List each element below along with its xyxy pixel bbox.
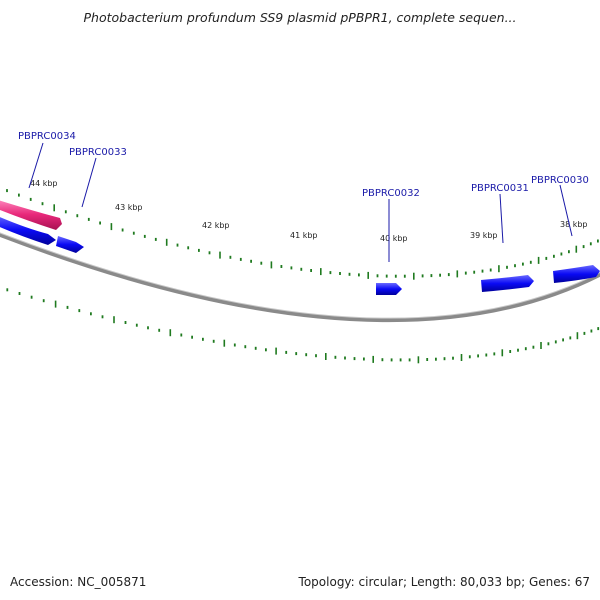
accession-text: Accession: NC_005871 (10, 575, 147, 589)
leader-line-PBPRC0031 (499, 193, 504, 244)
gene-arrow-PBPRC0033a[interactable] (0, 215, 56, 245)
gene-label-PBPRC0034[interactable]: PBPRC0034 (18, 131, 76, 142)
gene-arrow-PBPRC0034[interactable] (0, 199, 62, 230)
gene-label-PBPRC0032[interactable]: PBPRC0032 (362, 188, 420, 199)
scale-label-41kbp: 41 kbp (290, 231, 318, 240)
gene-PBPRC0034[interactable] (0, 199, 62, 230)
gene-label-PBPRC0031[interactable]: PBPRC0031 (471, 183, 529, 194)
scale-label-42kbp: 42 kbp (202, 221, 230, 230)
gene-label-PBPRC0030[interactable]: PBPRC0030 (531, 175, 589, 186)
inner-tick-ring (6, 189, 599, 280)
scale-label-43kbp: 43 kbp (115, 203, 143, 212)
backbone-arc (0, 232, 600, 323)
leader-line-PBPRC0030 (559, 184, 573, 237)
scale-label-38kbp: 38 kbp (560, 220, 588, 229)
gene-PBPRC0033[interactable] (56, 236, 84, 253)
gene-PBPRC0030[interactable] (553, 265, 600, 283)
scale-label-44kbp: 44 kbp (30, 179, 58, 188)
leader-line-PBPRC0033 (81, 157, 97, 208)
gene-arrow-PBPRC0033[interactable] (56, 236, 84, 253)
gene-label-PBPRC0033[interactable]: PBPRC0033 (69, 147, 127, 158)
gene-arrow-PBPRC0031[interactable] (481, 275, 534, 292)
gene-arrow-PBPRC0032[interactable] (376, 283, 402, 295)
gene-arrow-PBPRC0030[interactable] (553, 265, 600, 283)
backbone-arc-highlight (0, 232, 600, 319)
scale-label-39kbp: 39 kbp (470, 231, 498, 240)
topology-summary: Topology: circular; Length: 80,033 bp; G… (298, 575, 590, 589)
outer-tick-ring (6, 288, 600, 364)
gene-PBPRC0032[interactable] (376, 283, 402, 295)
leader-line-PBPRC0034 (28, 142, 44, 189)
gene-PBPRC0033a[interactable] (0, 215, 56, 245)
gene-PBPRC0031[interactable] (481, 275, 534, 292)
map-title: Photobacterium profundum SS9 plasmid pPB… (83, 10, 517, 25)
scale-label-40kbp: 40 kbp (380, 234, 408, 243)
